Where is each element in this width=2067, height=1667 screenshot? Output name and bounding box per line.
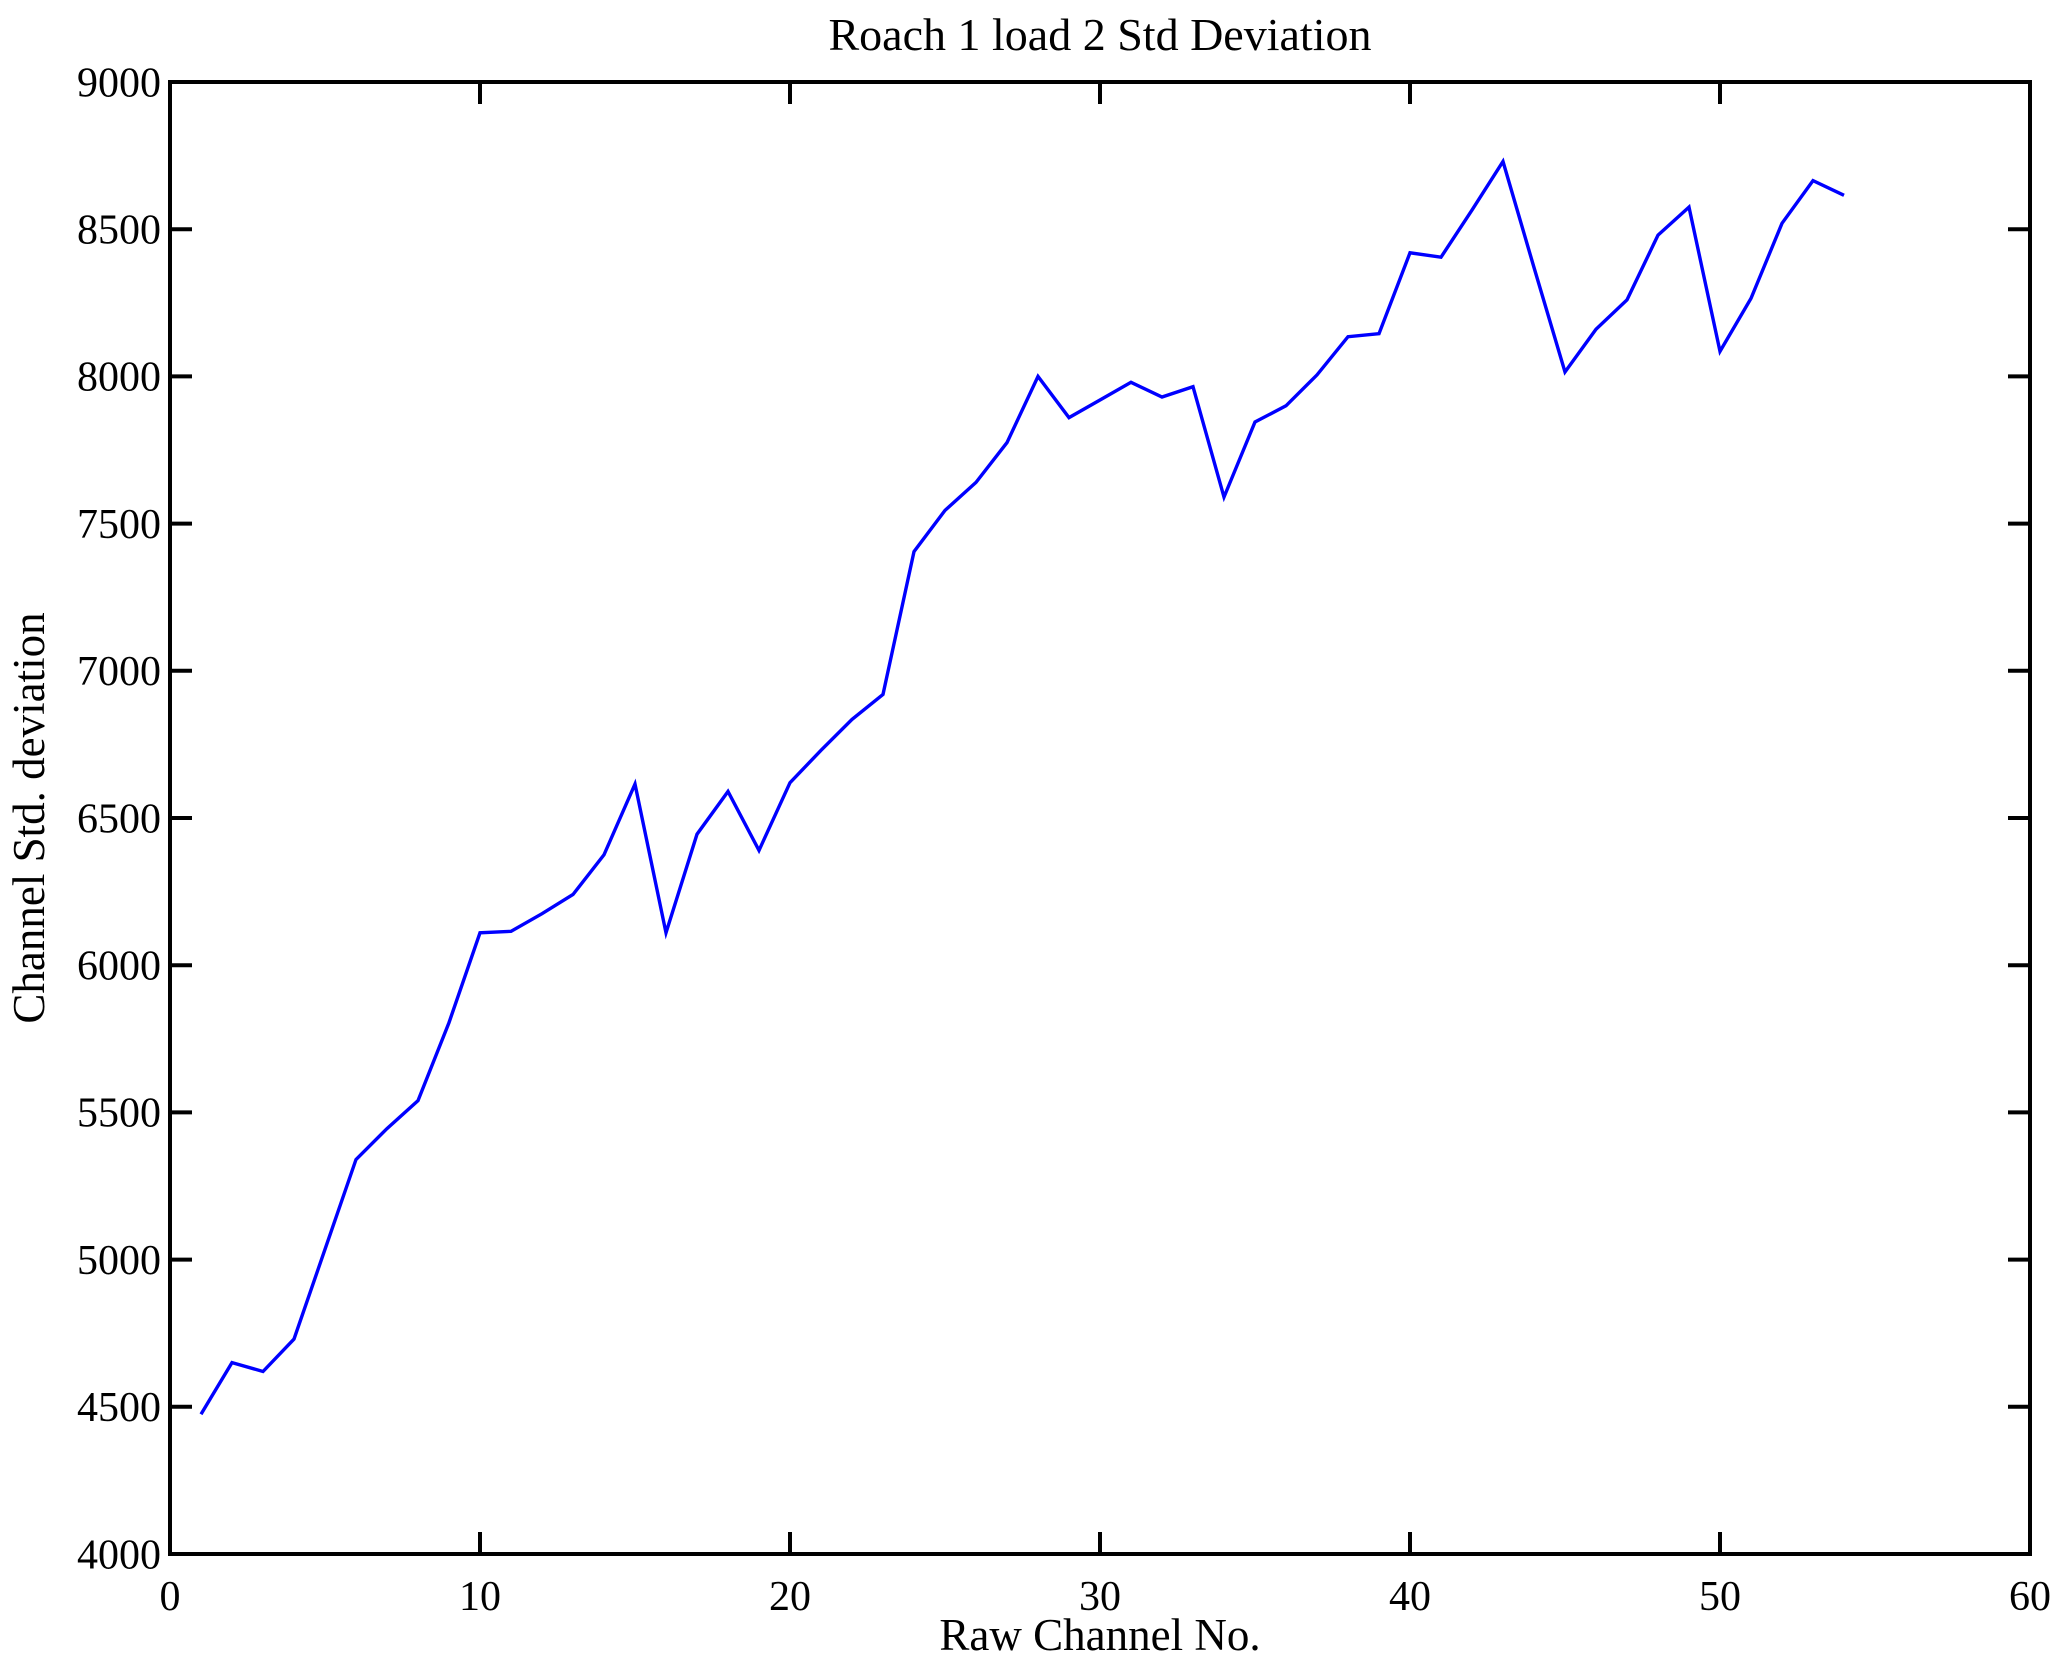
axis-ticks bbox=[168, 80, 2032, 1556]
y-tick-label: 6500 bbox=[77, 796, 161, 842]
x-tick-label: 20 bbox=[769, 1574, 811, 1620]
y-tick-label: 5500 bbox=[77, 1091, 161, 1137]
x-tick-label: 60 bbox=[2009, 1574, 2051, 1620]
axis-tick-labels: 0 10 20 30 40 50 60 4000 4500 5000 5500 6000 6500 700… bbox=[77, 60, 2051, 1620]
y-tick-label: 9000 bbox=[77, 60, 161, 106]
y-tick-label: 8500 bbox=[77, 207, 161, 253]
x-tick-label: 0 bbox=[160, 1574, 181, 1620]
y-tick-label: 7500 bbox=[77, 502, 161, 548]
y-tick-label: 7000 bbox=[77, 649, 161, 695]
y-tick-label: 4500 bbox=[77, 1385, 161, 1431]
plot-border-box bbox=[168, 80, 2032, 1556]
x-tick-label: 50 bbox=[1699, 1574, 1741, 1620]
y-tick-label: 8000 bbox=[77, 355, 161, 401]
y-tick-label: 4000 bbox=[77, 1532, 161, 1578]
x-tick-label: 40 bbox=[1389, 1574, 1431, 1620]
data-line-series bbox=[199, 157, 1845, 1416]
chart-title: Roach 1 load 2 Std Deviation bbox=[829, 9, 1372, 60]
x-tick-label: 10 bbox=[459, 1574, 501, 1620]
x-tick-label: 30 bbox=[1079, 1574, 1121, 1620]
y-tick-label: 6000 bbox=[77, 943, 161, 989]
y-axis-label: Channel Std. deviation bbox=[4, 612, 54, 1023]
y-tick-label: 5000 bbox=[77, 1238, 161, 1284]
x-axis-label: Raw Channel No. bbox=[939, 1610, 1260, 1660]
